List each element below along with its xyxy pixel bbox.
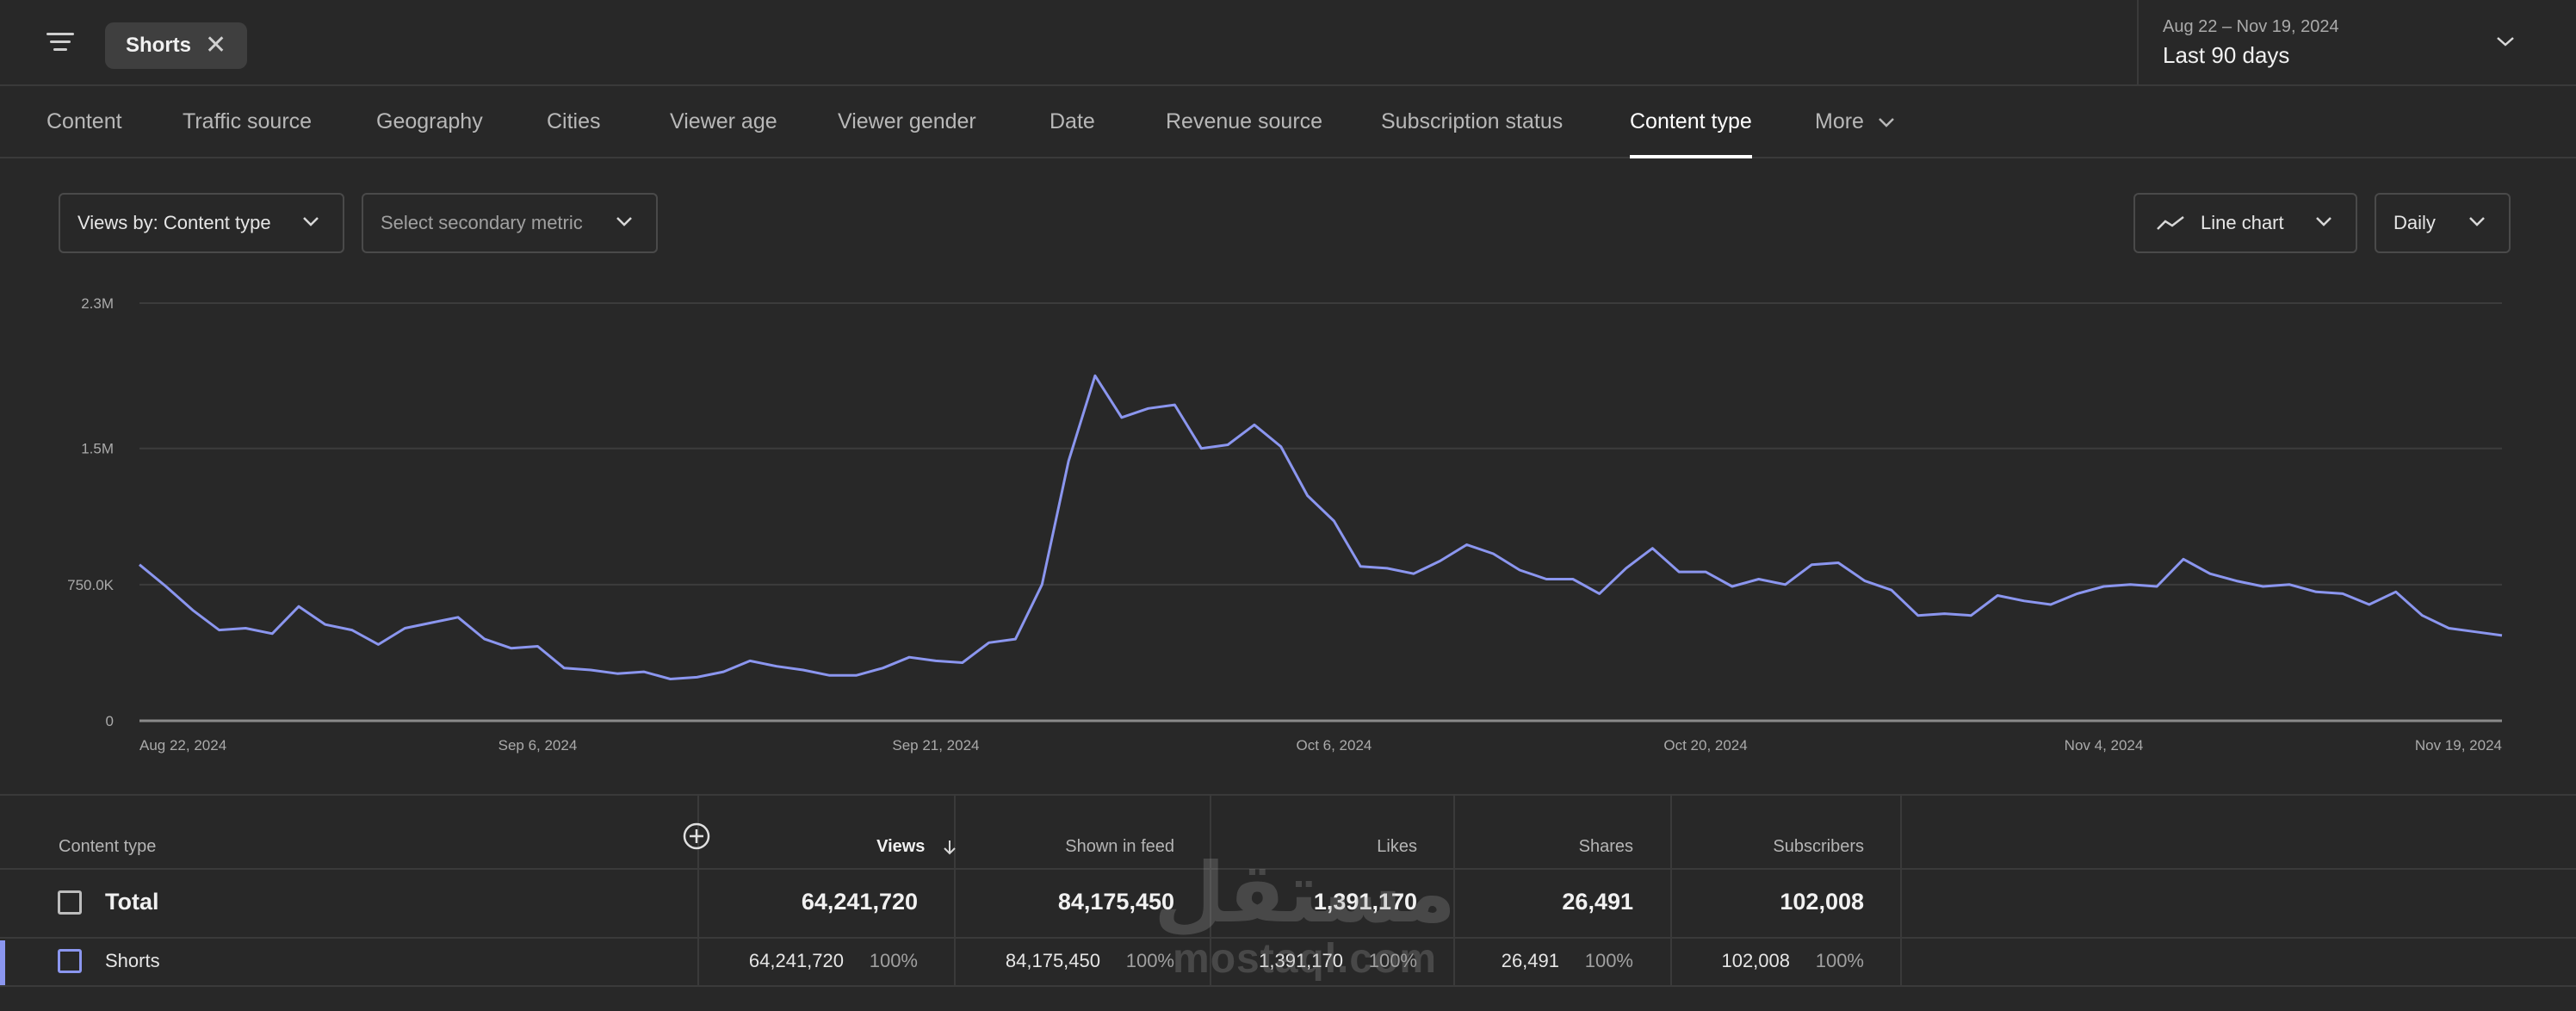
chart-type-dropdown[interactable]: Line chart [2133, 193, 2357, 253]
filter-chip[interactable]: Shorts ✕ [105, 22, 248, 69]
date-range-subtitle: Aug 22 – Nov 19, 2024 [2163, 17, 2339, 36]
x-tick-label: Sep 21, 2024 [892, 737, 979, 754]
close-icon[interactable]: ✕ [205, 31, 227, 59]
tab-content[interactable]: Content [46, 109, 122, 133]
row-divider [0, 868, 2576, 870]
chevron-down-icon [1879, 118, 1894, 128]
row-shares-pct: 100% [1584, 950, 1633, 971]
x-tick-label: Sep 6, 2024 [498, 737, 578, 754]
column-header-views-label: Views [876, 837, 926, 856]
date-range-title: Last 90 days [2163, 42, 2290, 68]
column-divider [1900, 796, 1902, 987]
chevron-down-icon [2497, 37, 2514, 47]
column-divider [697, 796, 699, 987]
y-tick-label: 0 [106, 713, 114, 729]
total-row-checkbox[interactable] [58, 890, 82, 915]
chevron-down-icon [2316, 217, 2331, 226]
column-header-likes[interactable]: Likes [1377, 837, 1417, 856]
tab-traffic-source[interactable]: Traffic source [183, 109, 313, 133]
interval-dropdown[interactable]: Daily [2375, 193, 2511, 253]
series-color-marker [0, 940, 5, 985]
y-tick-label: 750.0K [67, 577, 115, 593]
tab-cities[interactable]: Cities [547, 109, 601, 133]
tab-date[interactable]: Date [1050, 109, 1095, 133]
column-divider [1210, 796, 1211, 987]
filter-icon[interactable] [46, 29, 81, 57]
row-shares: 26,491 [1501, 950, 1559, 971]
row-divider [0, 937, 2576, 939]
tab-viewer-age[interactable]: Viewer age [670, 109, 777, 133]
chevron-down-icon [303, 217, 319, 226]
top-bar: Shorts ✕ Aug 22 – Nov 19, 2024 Last 90 d… [0, 0, 2576, 86]
interval-label: Daily [2393, 212, 2436, 233]
column-header-shares[interactable]: Shares [1578, 837, 1633, 856]
tab-geography[interactable]: Geography [376, 109, 483, 133]
y-tick-label: 1.5M [81, 441, 114, 457]
row-likes-pct: 100% [1368, 950, 1417, 971]
tab-more-label: More [1815, 109, 1864, 133]
tab-more[interactable]: More [1815, 86, 1896, 158]
tab-revenue-source[interactable]: Revenue source [1166, 109, 1323, 133]
x-tick-label: Aug 22, 2024 [139, 737, 226, 754]
column-divider [1670, 796, 1672, 987]
total-shares: 26,491 [1562, 889, 1633, 915]
row-likes: 1,391,170 [1259, 950, 1343, 971]
add-column-icon[interactable] [682, 822, 711, 851]
column-header-views[interactable]: Views [876, 837, 957, 857]
column-divider [1453, 796, 1455, 987]
secondary-metric-dropdown[interactable]: Select secondary metric [362, 193, 658, 253]
views-line-chart: 0 750.0K 1.5M 2.3M Aug 22, 2024 Sep 6, 2024 Se… [0, 284, 2576, 766]
chart-canvas: 0 750.0K 1.5M 2.3M Aug 22, 2024 Sep 6, 2024 Se… [67, 295, 2503, 754]
x-tick-label: Oct 6, 2024 [1296, 737, 1372, 754]
table-row-checkbox[interactable] [58, 949, 82, 973]
row-shown-in-feed: 84,175,450 [1005, 950, 1100, 971]
secondary-metric-label: Select secondary metric [381, 212, 583, 233]
y-tick-label: 2.3M [81, 295, 114, 312]
column-header-shown-in-feed[interactable]: Shown in feed [1065, 837, 1174, 856]
line-chart-icon [2157, 216, 2184, 230]
row-divider [0, 985, 2576, 987]
total-row-label: Total [105, 889, 159, 915]
data-table: Content type Views Shown in feed Likes S… [0, 794, 2576, 1011]
column-divider [954, 796, 956, 987]
table-row-label: Shorts [105, 950, 160, 971]
tab-bar: Content Traffic source Geography Cities … [0, 86, 2576, 158]
x-tick-label: Nov 19, 2024 [2415, 737, 2502, 754]
column-header-subscribers[interactable]: Subscribers [1773, 837, 1864, 856]
total-shown-in-feed: 84,175,450 [1057, 889, 1174, 915]
arrow-down-icon [944, 840, 956, 855]
tab-viewer-gender[interactable]: Viewer gender [838, 109, 976, 133]
series-line-shorts [139, 374, 2503, 680]
row-subscribers-pct: 100% [1815, 950, 1864, 971]
date-range-picker[interactable]: Aug 22 – Nov 19, 2024 Last 90 days [2137, 0, 2576, 86]
row-subscribers: 102,008 [1721, 950, 1790, 971]
row-views-pct: 100% [869, 950, 918, 971]
tab-subscription-status[interactable]: Subscription status [1381, 109, 1564, 133]
chart-type-label: Line chart [2201, 212, 2284, 233]
filter-chip-label: Shorts [126, 34, 192, 57]
x-tick-label: Nov 4, 2024 [2065, 737, 2144, 754]
total-views: 64,241,720 [801, 889, 918, 915]
metric-dropdown-label: Views by: Content type [77, 212, 271, 233]
chevron-down-icon [616, 217, 632, 226]
chevron-down-icon [2469, 217, 2485, 226]
column-header-content-type[interactable]: Content type [59, 837, 157, 856]
x-tick-label: Oct 20, 2024 [1663, 737, 1747, 754]
total-likes: 1,391,170 [1313, 889, 1417, 915]
row-views: 64,241,720 [748, 950, 844, 971]
row-shown-in-feed-pct: 100% [1125, 950, 1174, 971]
metric-dropdown[interactable]: Views by: Content type [59, 193, 344, 253]
tab-content-type[interactable]: Content type [1630, 86, 1752, 158]
total-subscribers: 102,008 [1780, 889, 1864, 915]
